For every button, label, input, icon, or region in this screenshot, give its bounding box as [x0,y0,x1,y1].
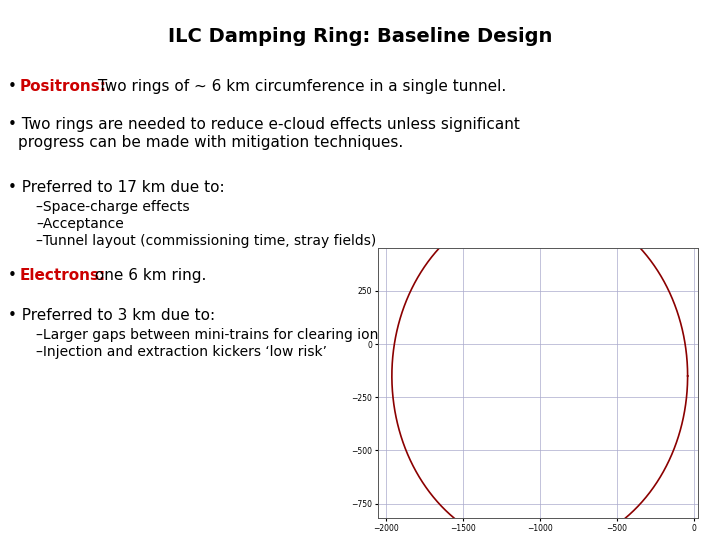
Text: Two rings of ~ 6 km circumference in a single tunnel.: Two rings of ~ 6 km circumference in a s… [93,79,506,94]
Text: • Preferred to 17 km due to:: • Preferred to 17 km due to: [8,180,225,195]
Text: progress can be made with mitigation techniques.: progress can be made with mitigation tec… [18,135,403,150]
Text: –Space-charge effects: –Space-charge effects [36,200,189,214]
Text: ILC Damping Ring: Baseline Design: ILC Damping Ring: Baseline Design [168,27,552,46]
Text: –Injection and extraction kickers ‘low risk’: –Injection and extraction kickers ‘low r… [36,345,327,359]
Text: • Two rings are needed to reduce e-cloud effects unless significant: • Two rings are needed to reduce e-cloud… [8,117,520,132]
Text: •: • [8,268,22,284]
Text: • Preferred to 3 km due to:: • Preferred to 3 km due to: [8,308,215,323]
Text: Positrons:: Positrons: [20,79,107,94]
Text: Electrons:: Electrons: [20,268,107,284]
Text: one 6 km ring.: one 6 km ring. [90,268,207,284]
Text: –Acceptance: –Acceptance [36,217,124,231]
Text: –Tunnel layout (commissioning time, stray fields): –Tunnel layout (commissioning time, stra… [36,234,377,248]
Text: •: • [8,79,22,94]
Text: –Larger gaps between mini-trains for clearing ions.: –Larger gaps between mini-trains for cle… [36,328,390,342]
